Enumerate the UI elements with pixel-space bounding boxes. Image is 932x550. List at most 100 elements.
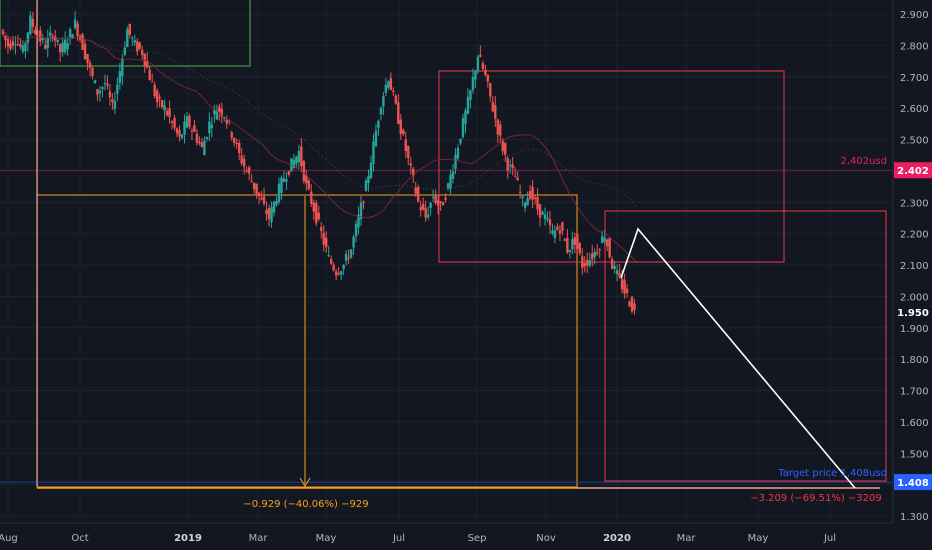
y-tick-label: 2.600: [900, 104, 929, 115]
candle-body: [155, 90, 159, 102]
candle-body: [302, 160, 306, 182]
candle-body: [327, 255, 330, 257]
candle-body: [571, 239, 574, 250]
candle-body: [133, 40, 136, 43]
candle-body: [101, 87, 104, 89]
candle-body: [598, 249, 601, 251]
candle-body: [220, 109, 223, 117]
candle-body: [563, 238, 567, 241]
candle-body: [188, 115, 191, 127]
candle-body: [34, 30, 37, 35]
candle-body: [576, 233, 579, 249]
candle-body: [583, 263, 586, 267]
candle-body: [58, 44, 62, 53]
candle-body: [41, 37, 44, 40]
candle-body: [456, 147, 460, 159]
candle-body: [213, 110, 216, 115]
candle-body: [81, 34, 84, 50]
x-tick-label: Mar: [677, 533, 697, 544]
x-tick-label: Sep: [468, 533, 487, 544]
candle-body: [454, 154, 457, 169]
candle-body: [615, 269, 619, 274]
target-label: Target price 1,408usd: [777, 468, 887, 479]
candle-body: [305, 174, 308, 184]
candle-body: [523, 202, 527, 208]
candle-body: [280, 177, 283, 193]
candle-body: [136, 41, 139, 52]
candle-body: [275, 201, 278, 205]
candle-body: [108, 91, 112, 98]
candle-body: [334, 271, 338, 276]
measure-right-label: −3.209 (−69.51%) −3209: [750, 493, 882, 504]
candle-body: [193, 125, 196, 132]
candle-body: [198, 141, 201, 144]
candle-body: [551, 230, 554, 234]
candle-body: [297, 151, 301, 163]
candle-body: [439, 201, 442, 204]
candle-body: [536, 197, 539, 210]
candle-body: [394, 95, 398, 104]
candle-body: [620, 278, 624, 290]
candle-body: [526, 197, 529, 206]
candle-body: [605, 239, 609, 247]
candle-body: [230, 132, 233, 138]
candle-body: [56, 39, 59, 43]
candle-body: [138, 42, 141, 49]
candle-body: [96, 89, 99, 95]
candle-body: [178, 130, 181, 137]
candle-body: [91, 67, 94, 77]
price-axis[interactable]: 2.9002.8002.7002.6002.5002.4002.3002.200…: [892, 0, 932, 523]
x-tick-label: Jul: [392, 533, 405, 544]
candle-body: [417, 187, 420, 202]
candle-body: [1, 29, 5, 35]
candle-body: [382, 95, 385, 107]
candle-body: [349, 249, 353, 258]
candle-body: [344, 254, 348, 261]
candle-body: [369, 162, 373, 179]
candle-body: [513, 176, 517, 178]
y-tick-label: 1.300: [900, 512, 929, 523]
candle-body: [329, 259, 333, 264]
candle-body: [307, 180, 311, 189]
candle-body: [516, 177, 519, 181]
candle-body: [464, 110, 467, 125]
candle-body: [533, 197, 537, 199]
annotation-labels: 2,402usd Target price 1,408usd −0.929 (−40…: [243, 156, 887, 510]
candle-body: [481, 63, 485, 69]
candle-body: [203, 140, 206, 156]
candle-body: [436, 200, 440, 206]
candle-body: [118, 71, 122, 83]
candle-body: [399, 119, 403, 134]
measure-left-label: −0.929 (−40.06%) −929: [243, 499, 368, 510]
candle-body: [332, 264, 335, 271]
candle-body: [255, 183, 258, 195]
candle-body: [116, 84, 119, 94]
candle-body: [21, 45, 25, 52]
candle-body: [491, 102, 494, 112]
candle-body: [339, 271, 343, 275]
candle-body: [367, 175, 370, 183]
candle-body: [218, 106, 221, 112]
candle-body: [591, 253, 594, 260]
candle-body: [613, 265, 616, 269]
candle-body: [474, 70, 477, 80]
y-tick-label: 2.100: [900, 261, 929, 272]
candle-body: [165, 110, 169, 116]
candle-body: [377, 120, 380, 129]
candle-body: [623, 280, 626, 294]
candle-body: [486, 74, 490, 82]
candle-body: [501, 140, 504, 152]
time-axis[interactable]: Aug Oct 2019 Mar May Jul Sep Nov 2020 Mar May Jul: [0, 522, 893, 544]
candle-body: [317, 212, 320, 220]
candle-body: [260, 197, 263, 200]
candle-body: [499, 124, 502, 136]
candle-body: [407, 146, 410, 159]
candle-body: [397, 102, 400, 124]
candle-body: [354, 223, 358, 237]
slow-moving-average-line: [1, 29, 637, 207]
candle-body: [506, 158, 509, 171]
red-target-box: [604, 210, 887, 482]
candle-body: [46, 37, 49, 49]
y-tick-label: 2.700: [900, 73, 929, 84]
